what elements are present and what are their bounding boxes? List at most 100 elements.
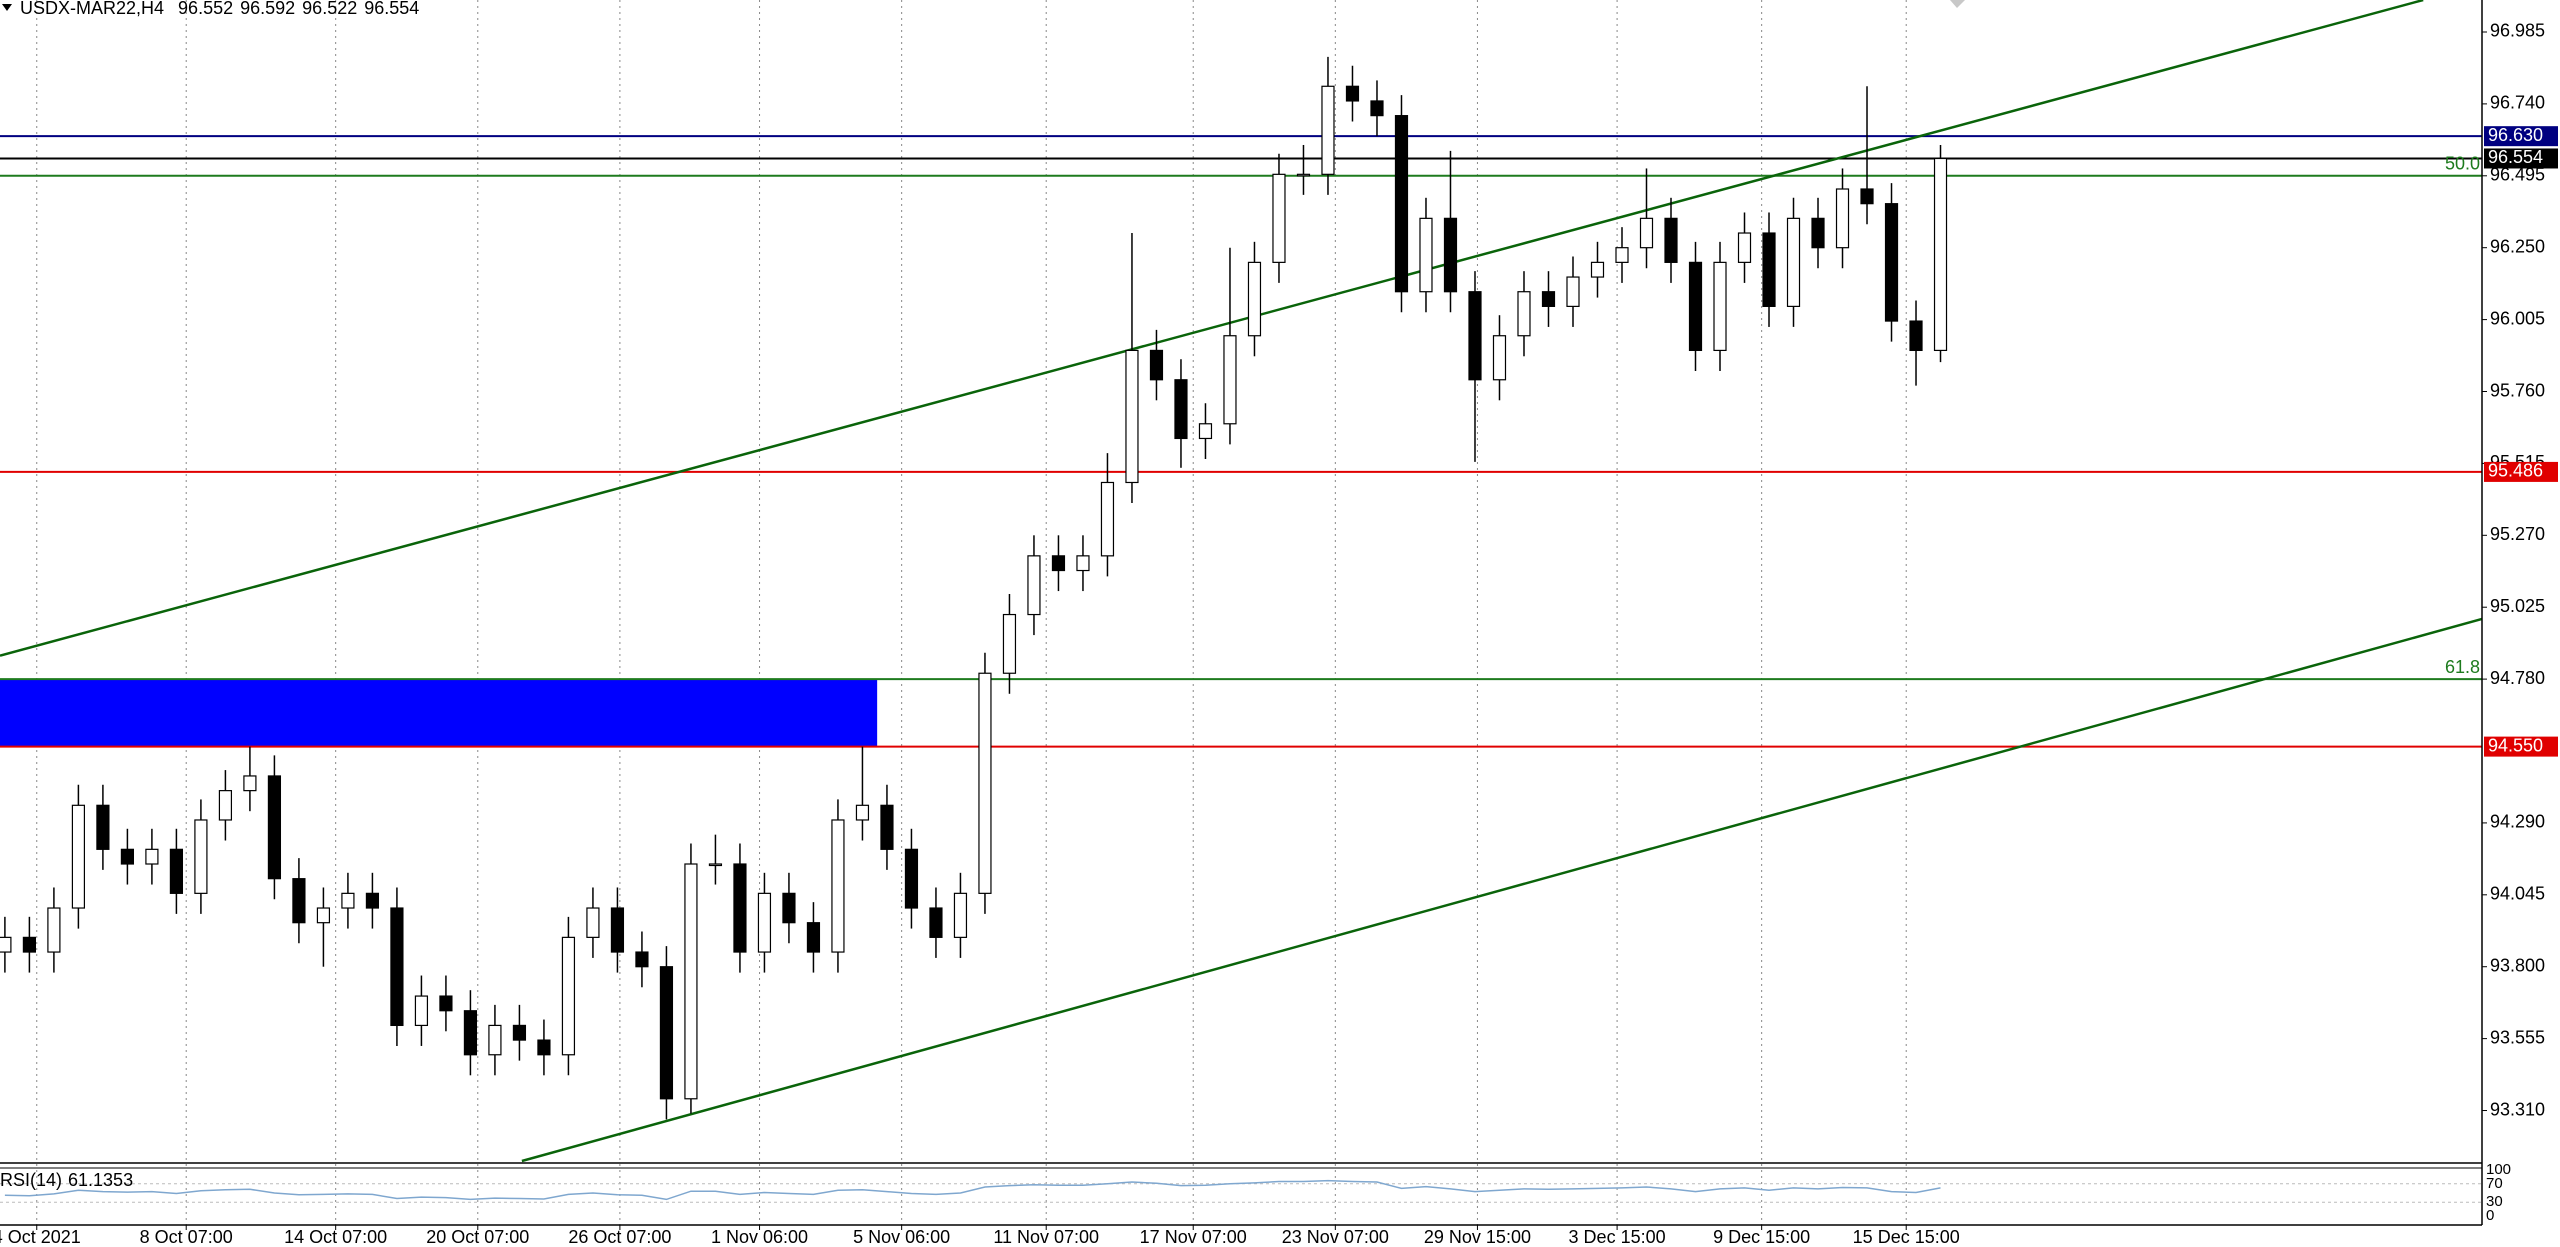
candle-body bbox=[1639, 217, 1654, 249]
candle-body bbox=[1933, 157, 1948, 352]
candle-body bbox=[1027, 555, 1041, 616]
price-level-label: 96.630 bbox=[2488, 125, 2543, 145]
candle-body bbox=[904, 848, 919, 909]
x-tick-label: 4 Oct 2021 bbox=[0, 1227, 81, 1247]
candle-body bbox=[1174, 379, 1188, 440]
candle-body bbox=[1100, 481, 1115, 557]
candle-body bbox=[365, 892, 380, 909]
x-tick-label: 11 Nov 07:00 bbox=[993, 1227, 1099, 1247]
candle-body bbox=[1688, 261, 1703, 352]
candle-body bbox=[733, 863, 747, 953]
candle-body bbox=[1590, 261, 1605, 278]
candle-body bbox=[586, 907, 600, 938]
candle-body bbox=[1002, 613, 1017, 674]
fib-level-label: 61.8 bbox=[2445, 657, 2480, 677]
fib-level-label: 50.0 bbox=[2445, 154, 2480, 174]
candle-body bbox=[1762, 232, 1776, 307]
candle-body bbox=[292, 878, 306, 924]
y-tick-label: 94.290 bbox=[2490, 812, 2545, 832]
candle-body bbox=[218, 790, 233, 821]
candle-body bbox=[1272, 173, 1286, 263]
y-tick-label: 95.025 bbox=[2490, 596, 2545, 616]
candle-body bbox=[1051, 555, 1066, 572]
candle-body bbox=[1149, 349, 1164, 381]
candle-body bbox=[390, 907, 404, 1027]
candle-body bbox=[929, 907, 943, 938]
candle-body bbox=[22, 936, 37, 953]
candle-body bbox=[1835, 188, 1850, 249]
y-tick-label: 96.005 bbox=[2490, 308, 2545, 328]
x-tick-label: 15 Dec 15:00 bbox=[1853, 1227, 1960, 1247]
rsi-tick-label: 30 bbox=[2486, 1193, 2503, 1210]
shift-marker bbox=[1950, 0, 1965, 8]
candle-body bbox=[1492, 335, 1507, 381]
y-tick-label: 96.985 bbox=[2490, 21, 2545, 41]
candle-body bbox=[1345, 85, 1360, 102]
candle-body bbox=[120, 848, 135, 865]
rsi-tick-label: 0 bbox=[2486, 1207, 2494, 1224]
y-tick-label: 93.800 bbox=[2490, 955, 2545, 975]
candle-body bbox=[169, 848, 184, 894]
candle-body bbox=[243, 775, 257, 792]
candle-body bbox=[757, 892, 772, 953]
x-tick-label: 14 Oct 07:00 bbox=[284, 1227, 387, 1247]
candle-body bbox=[1076, 555, 1090, 572]
ohlc-open: 96.552 bbox=[178, 0, 233, 18]
ohlc-close: 96.554 bbox=[364, 0, 419, 18]
menu-arrow[interactable] bbox=[2, 4, 12, 11]
candle-body bbox=[1909, 320, 1923, 352]
candle-body bbox=[488, 1024, 502, 1056]
candle-body bbox=[610, 907, 625, 953]
supply-demand-zone bbox=[0, 679, 878, 747]
candle-body bbox=[1517, 291, 1531, 337]
candle-body bbox=[1125, 349, 1139, 484]
price-level-label: 95.486 bbox=[2488, 461, 2543, 481]
y-tick-label: 96.495 bbox=[2490, 165, 2545, 185]
candle-body bbox=[1884, 203, 1899, 322]
candle-body bbox=[855, 804, 870, 821]
trend-line bbox=[521, 617, 2483, 1163]
x-tick-label: 29 Nov 15:00 bbox=[1424, 1227, 1531, 1247]
candle-body bbox=[1786, 217, 1801, 307]
candle-body bbox=[1394, 115, 1409, 293]
x-tick-label: 1 Nov 06:00 bbox=[711, 1227, 808, 1247]
candle-body bbox=[512, 1024, 527, 1041]
y-tick-label: 93.310 bbox=[2490, 1099, 2545, 1119]
ohlc-high: 96.592 bbox=[240, 0, 295, 18]
rsi-value: 61.1353 bbox=[68, 1170, 133, 1190]
candle-body bbox=[953, 892, 968, 938]
rsi-tick-label: 70 bbox=[2486, 1175, 2503, 1192]
price-level-tag bbox=[2484, 736, 2558, 757]
candle-body bbox=[1443, 217, 1458, 293]
rsi-line bbox=[4, 1179, 1941, 1201]
plot-area: 50.0 61.8 bbox=[0, 0, 2483, 1201]
y-tick-label: 95.270 bbox=[2490, 524, 2545, 544]
candle-body bbox=[880, 804, 894, 850]
candle-body bbox=[684, 863, 698, 1100]
candle-body bbox=[47, 907, 61, 953]
grid bbox=[0, 0, 2482, 1225]
price-level-tag bbox=[2484, 126, 2558, 147]
candle-body bbox=[635, 951, 649, 968]
candle-body bbox=[1860, 188, 1874, 205]
trend-line bbox=[0, 0, 2424, 657]
candle-body bbox=[1713, 261, 1727, 352]
candle-body bbox=[537, 1039, 551, 1056]
candle-body bbox=[659, 966, 674, 1100]
candle-body bbox=[1247, 261, 1262, 337]
price-level-label: 96.554 bbox=[2488, 147, 2543, 167]
x-tick-label: 23 Nov 07:00 bbox=[1282, 1227, 1389, 1247]
candle-body bbox=[316, 907, 331, 924]
candle-body bbox=[194, 819, 208, 894]
rsi-tick-label: 100 bbox=[2486, 1161, 2511, 1178]
y-tick-label: 95.760 bbox=[2490, 380, 2545, 400]
price-level-label: 94.550 bbox=[2488, 735, 2543, 755]
x-tick-label: 20 Oct 07:00 bbox=[426, 1227, 529, 1247]
candle-body bbox=[1541, 291, 1556, 307]
candle-body bbox=[267, 775, 282, 880]
candle-body bbox=[1296, 173, 1311, 177]
candle-body bbox=[1737, 232, 1752, 263]
